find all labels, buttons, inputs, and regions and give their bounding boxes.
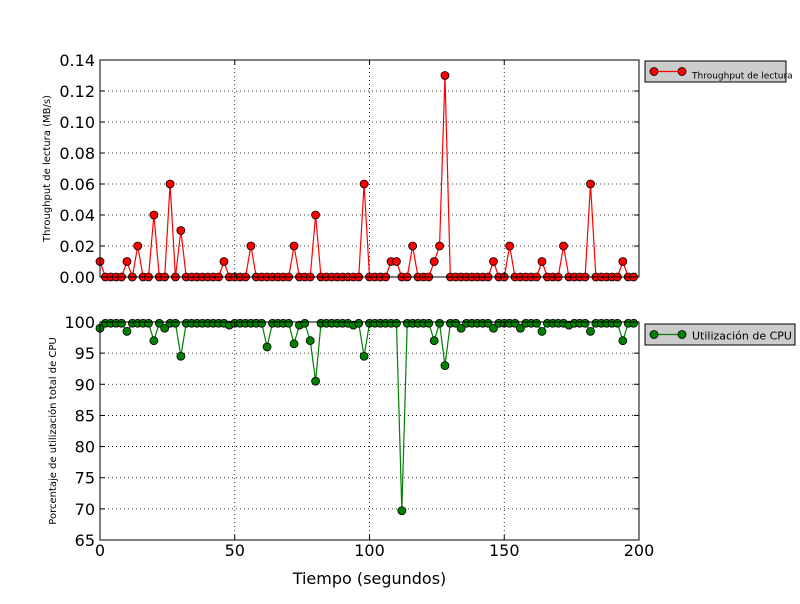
legend: Throughput de lectura	[644, 60, 793, 83]
data-point	[117, 318, 126, 328]
data-point	[586, 326, 595, 336]
data-point	[580, 318, 590, 328]
data-point	[435, 318, 444, 328]
legend-label: Utilización de CPU	[692, 330, 792, 343]
y-tick-label: 80	[75, 438, 95, 457]
data-point	[424, 318, 434, 328]
data-point	[262, 342, 272, 352]
data-point	[537, 326, 547, 336]
x-tick-label: 150	[489, 541, 520, 560]
y-tick-label: 70	[75, 500, 95, 519]
data-point	[629, 318, 639, 328]
x-tick-label: 200	[624, 541, 655, 560]
data-point	[311, 376, 321, 386]
y-tick-label: 0.04	[59, 206, 95, 225]
data-point	[359, 351, 369, 361]
data-point	[359, 179, 369, 189]
data-point	[300, 318, 310, 328]
data-point	[122, 257, 132, 266]
data-point	[171, 318, 180, 328]
data-point	[489, 257, 498, 266]
data-point	[149, 336, 159, 346]
data-point	[618, 336, 628, 346]
data-point	[160, 323, 170, 333]
y-tick-label: 100	[64, 313, 95, 332]
data-point	[559, 241, 568, 251]
data-point	[505, 241, 515, 251]
data-point	[176, 226, 186, 235]
data-point	[149, 210, 159, 220]
y-tick-label: 0.14	[59, 51, 95, 70]
data-point	[489, 323, 498, 333]
data-point	[440, 361, 450, 371]
data-point	[289, 339, 299, 349]
y-tick-label: 65	[75, 531, 95, 550]
y-tick-label: 0.02	[59, 237, 95, 256]
data-point	[246, 241, 256, 251]
y-axis-label: Porcentaje de utilización total de CPU	[47, 337, 59, 524]
y-tick-label: 75	[75, 469, 95, 488]
y-tick-label: 0.10	[59, 113, 95, 132]
data-point	[392, 318, 401, 328]
plot-2: 0 50 100 150 200 65 70 75 80 85 90 95 100 Porcentaje …	[47, 313, 796, 588]
legend-box	[644, 323, 796, 346]
data-point	[618, 257, 628, 266]
legend-box	[644, 60, 787, 83]
legend-label: Throughput de lectura	[691, 72, 793, 82]
x-tick-label: 0	[95, 541, 105, 560]
y-tick-label: 0.08	[59, 144, 95, 163]
data-point	[586, 179, 595, 189]
data-point	[397, 506, 407, 516]
data-point	[435, 241, 444, 251]
data-point	[456, 323, 466, 333]
data-point	[219, 257, 229, 266]
x-tick-label: 100	[354, 541, 385, 560]
legend-marker	[677, 67, 687, 76]
data-point	[311, 210, 321, 220]
y-axis-label: Throughput de lectura (MB/s)	[42, 95, 53, 243]
data-point	[408, 241, 418, 251]
data-point	[144, 318, 153, 328]
data-point	[537, 257, 547, 266]
data-point	[284, 318, 294, 328]
y-tick-label: 95	[75, 344, 95, 363]
data-point	[429, 336, 439, 346]
data-point	[305, 336, 315, 346]
y-tick-label: 90	[75, 375, 95, 394]
data-point	[613, 318, 622, 328]
data-point	[483, 318, 493, 328]
data-point	[516, 323, 525, 333]
y-tick-label: 0.00	[59, 268, 95, 287]
legend-marker	[649, 67, 659, 76]
data-point	[440, 71, 450, 80]
data-point	[392, 257, 401, 266]
plot-1: 0.00 0.02 0.04 0.06 0.08 0.10 0.12 0.14 Throughp…	[42, 51, 793, 287]
data-point	[165, 179, 175, 189]
x-tick-label: 50	[225, 541, 245, 560]
data-point	[257, 318, 267, 328]
data-point	[451, 318, 461, 328]
data-point	[289, 241, 299, 251]
data-point	[532, 318, 541, 328]
series-line-1	[99, 75, 634, 280]
x-axis-label: Tiempo (segundos)	[292, 569, 447, 588]
y-tick-label: 85	[75, 406, 95, 425]
data-point	[429, 257, 439, 266]
data-point	[354, 318, 364, 328]
data-point	[510, 318, 520, 328]
series-line-1	[99, 322, 634, 511]
y-tick-label: 0.06	[59, 175, 95, 194]
data-point	[154, 318, 164, 328]
y-tick-label: 0.12	[59, 82, 95, 101]
legend: Utilización de CPU	[644, 323, 796, 346]
data-point	[122, 326, 132, 336]
legend-marker	[677, 330, 687, 339]
legend-marker	[649, 330, 659, 339]
data-point	[133, 241, 143, 251]
data-point	[176, 351, 186, 361]
